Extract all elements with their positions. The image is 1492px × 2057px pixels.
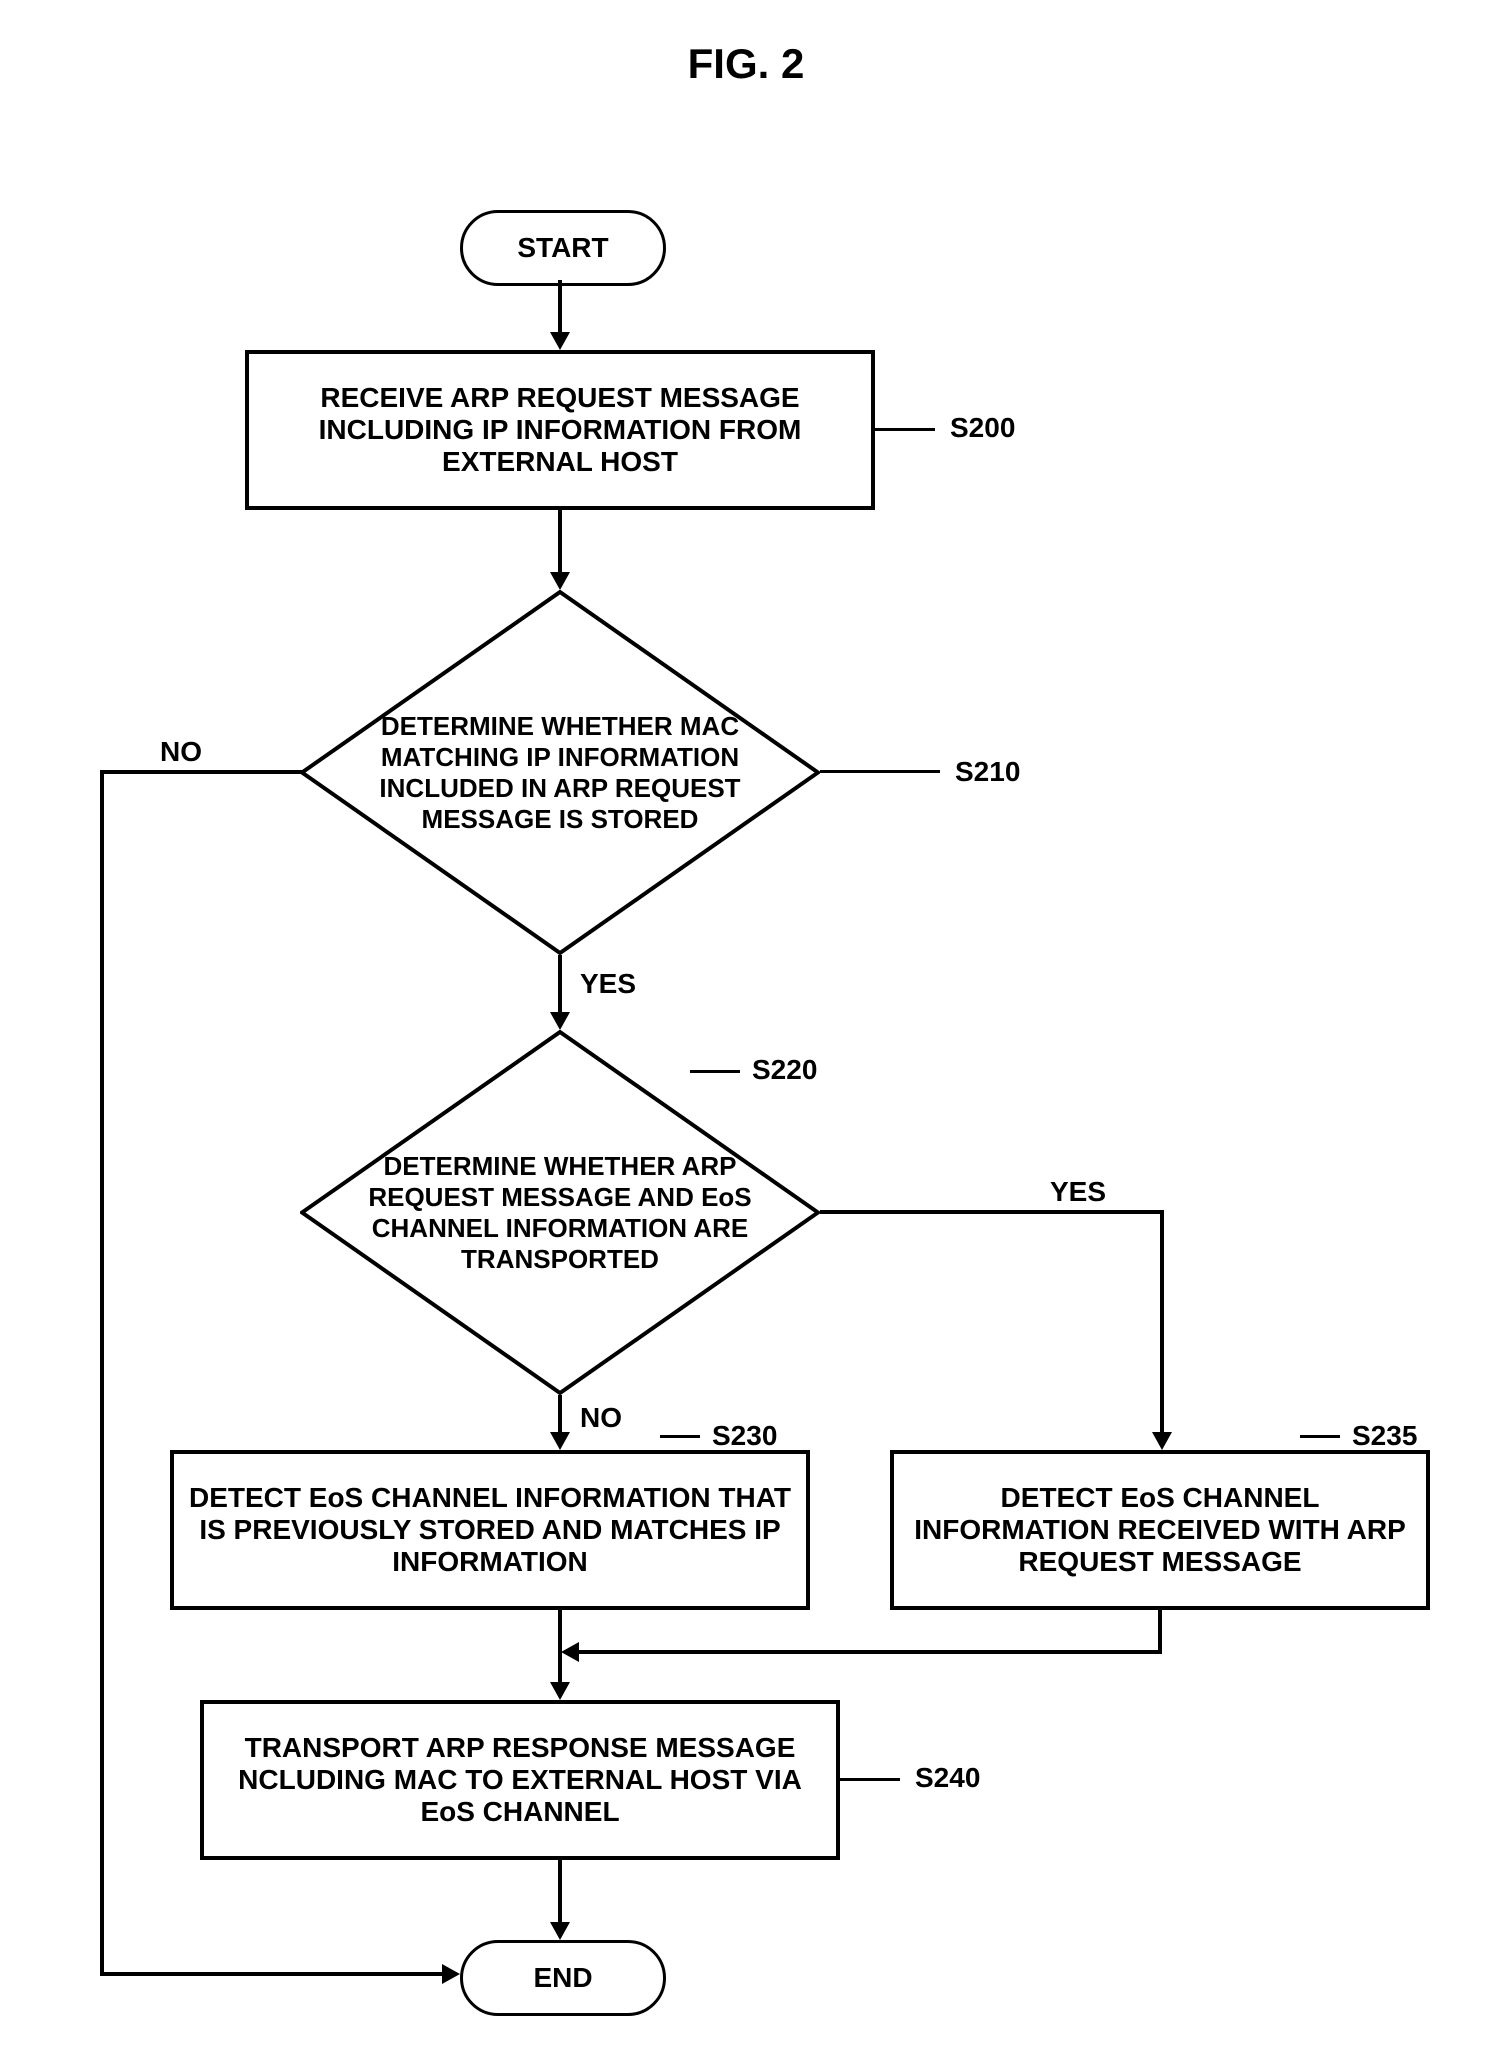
edge-s220-s230 — [558, 1395, 562, 1433]
tag-s220: S220 — [752, 1054, 817, 1086]
edge-s220-yes-v — [1160, 1210, 1164, 1432]
flowchart-container: FIG. 2 START RECEIVE ARP REQUEST MESSAGE… — [40, 40, 1452, 2017]
tag-line-s200 — [875, 428, 935, 431]
process-s200: RECEIVE ARP REQUEST MESSAGE INCLUDING IP… — [245, 350, 875, 510]
process-s240-label: TRANSPORT ARP RESPONSE MESSAGE NCLUDING … — [212, 1732, 828, 1828]
edge-s240-end — [558, 1860, 562, 1922]
arrowhead-s240-end — [550, 1922, 570, 1940]
tag-line-s240 — [840, 1778, 900, 1781]
decision-s210-label: DETERMINE WHETHER MAC MATCHING IP INFORM… — [350, 635, 770, 910]
arrowhead-start-s200 — [550, 332, 570, 350]
tag-s200: S200 — [950, 412, 1015, 444]
edge-s210-no-h — [100, 770, 302, 774]
process-s240: TRANSPORT ARP RESPONSE MESSAGE NCLUDING … — [200, 1700, 840, 1860]
start-node: START — [460, 210, 666, 286]
arrowhead-s210-no — [442, 1964, 460, 1984]
label-s210-yes: YES — [580, 968, 636, 1000]
start-label: START — [517, 232, 608, 264]
arrowhead-s220-s230 — [550, 1432, 570, 1450]
edge-s200-s210 — [558, 510, 562, 572]
arrowhead-s230-s240 — [550, 1682, 570, 1700]
edge-s235-merge-h — [576, 1650, 1162, 1654]
process-s235-label: DETECT EoS CHANNEL INFORMATION RECEIVED … — [902, 1482, 1418, 1578]
tag-line-s235 — [1300, 1435, 1340, 1438]
label-s210-no: NO — [160, 736, 202, 768]
figure-title: FIG. 2 — [40, 40, 1452, 88]
tag-s235: S235 — [1352, 1420, 1417, 1452]
edge-s235-merge-v — [1158, 1610, 1162, 1654]
tag-line-s210 — [820, 770, 940, 773]
label-s220-no: NO — [580, 1402, 622, 1434]
tag-line-s220 — [690, 1070, 740, 1073]
process-s230: DETECT EoS CHANNEL INFORMATION THAT IS P… — [170, 1450, 810, 1610]
arrowhead-s210-s220 — [550, 1012, 570, 1030]
end-label: END — [533, 1962, 592, 1994]
tag-s210: S210 — [955, 756, 1020, 788]
edge-s220-yes-h — [820, 1210, 1164, 1214]
edge-s210-s220 — [558, 955, 562, 1013]
edge-s210-no-v — [100, 770, 104, 1972]
edge-start-s200 — [558, 280, 562, 332]
arrowhead-s235-merge — [561, 1642, 579, 1662]
process-s235: DETECT EoS CHANNEL INFORMATION RECEIVED … — [890, 1450, 1430, 1610]
tag-line-s230 — [660, 1435, 700, 1438]
label-s220-yes: YES — [1050, 1176, 1106, 1208]
arrowhead-s200-s210 — [550, 572, 570, 590]
decision-s220-label: DETERMINE WHETHER ARP REQUEST MESSAGE AN… — [350, 1075, 770, 1350]
arrowhead-s220-yes — [1152, 1432, 1172, 1450]
tag-s230: S230 — [712, 1420, 777, 1452]
process-s230-label: DETECT EoS CHANNEL INFORMATION THAT IS P… — [182, 1482, 798, 1578]
tag-s240: S240 — [915, 1762, 980, 1794]
end-node: END — [460, 1940, 666, 2016]
edge-s210-no-h2 — [100, 1972, 444, 1976]
process-s200-label: RECEIVE ARP REQUEST MESSAGE INCLUDING IP… — [257, 382, 863, 478]
